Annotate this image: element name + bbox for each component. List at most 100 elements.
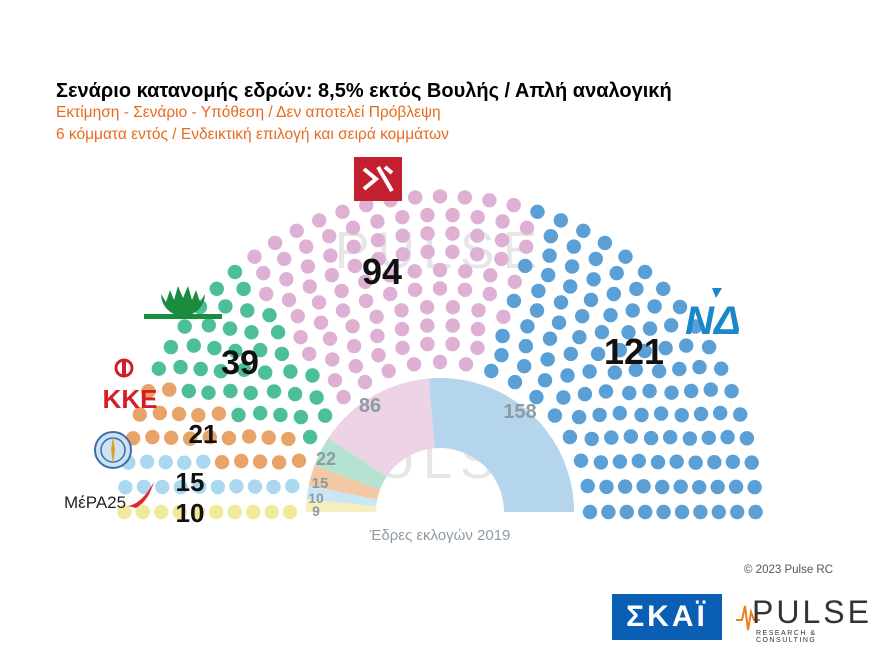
seat-dot [637,343,652,359]
seat-dot [484,363,499,379]
seat-dot [335,204,350,219]
seat-dot [324,267,339,283]
seat-dot [191,408,206,423]
pasok-sun-logo-icon [144,286,222,319]
seat-dot [209,281,224,296]
seat-2019-label: 22 [316,449,336,469]
seat-dot [572,330,587,345]
seat-dot [593,455,609,470]
seat-dot [345,319,360,334]
seat-count-label: 15 [176,467,205,497]
seat-dot [299,239,314,254]
seat-dot [155,479,170,495]
seat-dot [406,357,422,372]
seats-2019-caption: Έδρες εκλογών 2019 [369,527,511,544]
seat-dot [537,373,553,388]
seat-dot [733,407,748,422]
seat-dot [247,479,263,494]
seat-dot [162,382,177,397]
chart-subtitle-1: Εκτίμηση - Σενάριο - Υπόθεση / Δεν αποτε… [56,104,441,121]
seat-dot [688,319,703,334]
seat-dot [136,479,152,494]
seat-dot [482,193,497,208]
seat-dot [173,480,188,495]
seat-dot [173,359,188,375]
seat-dot [629,281,644,297]
seat-dot [243,385,258,401]
seat-dot [279,272,294,287]
seat-dot [577,386,593,402]
seat-dot [394,303,409,318]
seat-dot [588,251,603,267]
seat-dot [177,319,192,334]
seat-dot [395,228,410,243]
seat-dot [507,274,522,289]
seat-dot [432,281,448,296]
seat-dot [240,303,255,318]
seat-dot [739,431,755,446]
seat-dot [470,210,485,225]
seat-dot [582,364,597,379]
seat-dot [576,223,591,238]
seat-dot [566,239,581,254]
seat-dot [623,429,638,444]
seat-dot [231,407,246,423]
seat-dot [571,409,587,425]
seat-dot [287,386,303,402]
seat-dot [227,504,242,520]
seat-dot [283,364,298,379]
seat-dot [664,385,679,400]
seat-dot [553,213,568,228]
seat-dot [311,295,327,310]
seat-dot [317,408,333,423]
seat-dot [193,361,208,377]
seat-dot [582,504,598,520]
seat-dot [211,406,227,421]
seat-dot [628,362,643,377]
seat-dot [599,479,614,495]
seat-dot [259,286,274,302]
seat-dot [302,279,317,294]
seat-dot [383,286,398,302]
seat-dot [346,338,362,354]
seat-dot [264,504,279,520]
seat-dot [291,453,307,468]
seat-dot [382,268,397,283]
seat-dot [348,359,363,374]
seat-dot [470,228,485,243]
seat-dot [370,233,386,248]
seat-dot [543,229,558,244]
seat-dot [684,383,699,399]
seat-dot [267,235,283,251]
seat-dot [322,331,338,346]
seat-dot [519,220,535,235]
seat-dot [407,264,422,279]
seat-dot [728,479,744,494]
seat-dot [258,365,273,380]
seat-count-label: 39 [221,344,259,382]
seat-dot [703,382,718,397]
seat-count-label: 121 [604,331,664,372]
seat-dot [674,408,689,423]
seat-dot [381,363,396,379]
seat-dot [196,454,211,469]
seat-dot [222,321,238,336]
seat-dot [171,406,187,422]
seat-dot [346,239,361,254]
mera25-logo-icon: ΜέΡΑ25 [64,482,154,512]
seat-dot [606,286,621,302]
seat-dot [181,383,196,399]
seat-dot [519,239,534,254]
seat-dot [656,281,671,296]
seat-dot [229,479,244,494]
seat-dot [506,293,522,309]
seat-dot [282,504,298,520]
seat-dot [152,405,167,421]
seat-dot [586,272,601,287]
seat-dot [575,309,590,324]
seat-dot [395,247,411,262]
seat-dot [172,504,187,520]
seat-dot [530,204,545,219]
seat-dot [495,214,510,229]
